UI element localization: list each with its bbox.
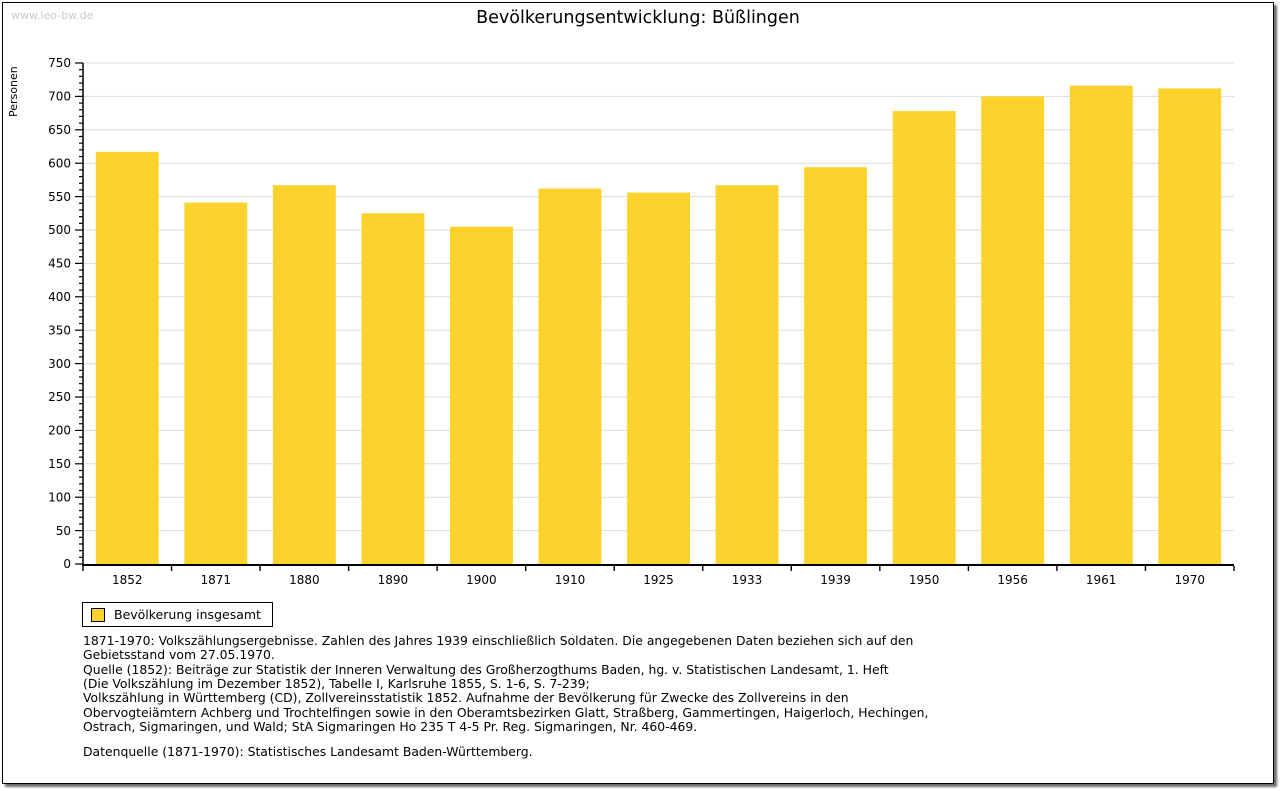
bar-1939 [804, 167, 867, 564]
x-tick-label: 1900 [466, 573, 497, 587]
bar-1852 [95, 151, 159, 565]
bar-1910 [538, 188, 602, 564]
bar-1950 [892, 111, 956, 564]
x-tick-label: 1970 [1174, 573, 1205, 587]
x-tick-label: 1852 [112, 573, 143, 587]
footer-note-line: Volkszählung in Württemberg (CD), Zollve… [83, 690, 849, 706]
bar-1890 [361, 213, 425, 565]
bar-1956 [981, 96, 1045, 565]
y-tick-label: 200 [48, 424, 71, 438]
bar-1970 [1158, 88, 1222, 565]
y-axis-title: Personen [7, 66, 20, 117]
y-tick-label: 150 [48, 457, 71, 471]
source-notes: 1871-1970: Volkszählungsergebnisse. Zahl… [83, 633, 1233, 735]
footer-note-line: (Die Volkszählung im Dezember 1852), Tab… [83, 676, 590, 692]
x-tick-label: 1950 [909, 573, 940, 587]
y-tick-label: 400 [48, 290, 71, 304]
x-tick-label: 1961 [1086, 573, 1117, 587]
footer-note-line: Obervogteiämtern Achberg und Trochtelfin… [83, 704, 929, 720]
bar-1880 [272, 185, 336, 564]
x-tick-label: 1890 [378, 573, 409, 587]
y-tick-label: 750 [48, 56, 71, 70]
x-tick-label: 1956 [997, 573, 1028, 587]
footer-notes: 1871-1970: Volkszählungsergebnisse. Zahl… [83, 633, 1233, 760]
y-tick-label: 50 [56, 524, 71, 538]
chart-canvas: 0 50 100 150 200 250 300 350 400 450 500 550 600 650 7… [7, 56, 1235, 587]
x-tick-label: 1925 [643, 573, 674, 587]
population-bar-chart: 0 50 100 150 200 250 300 350 400 450 500 550 600 650 7… [3, 51, 1273, 593]
leo-bw-watermark: www.leo-bw.de [11, 9, 94, 22]
bar-1871 [184, 202, 248, 564]
page-title: Bevölkerungsentwicklung: Büßlingen [476, 8, 800, 28]
bar-1925 [627, 192, 690, 564]
y-tick-label: 650 [48, 123, 71, 137]
bar-1933 [715, 185, 779, 564]
y-tick-label: 350 [48, 323, 71, 337]
y-tick-label: 250 [48, 390, 71, 404]
y-tick-label: 100 [48, 490, 71, 504]
x-tick-label: 1910 [555, 573, 586, 587]
footer-note-line: 1871-1970: Volkszählungsergebnisse. Zahl… [83, 633, 914, 648]
legend: Bevölkerung insgesamt [82, 602, 273, 627]
y-tick-label: 300 [48, 357, 71, 371]
y-tick-label: 600 [48, 156, 71, 170]
y-tick-label: 0 [63, 557, 71, 571]
bar-1900 [450, 226, 513, 564]
bar-1961 [1069, 85, 1133, 564]
y-tick-label: 700 [48, 90, 71, 104]
x-tick-label: 1880 [289, 573, 320, 587]
y-tick-label: 450 [48, 257, 71, 271]
x-tick-label: 1939 [820, 573, 851, 587]
footer-note-line: Gebietsstand vom 27.05.1970. [83, 647, 275, 663]
y-tick-label: 550 [48, 190, 71, 204]
footer-note-line: Quelle (1852): Beiträge zur Statistik de… [83, 661, 889, 677]
x-tick-label: 1871 [201, 573, 232, 587]
x-tick-label: 1933 [732, 573, 763, 587]
legend-swatch-icon [91, 607, 105, 622]
legend-label: Bevölkerung insgesamt [114, 607, 261, 622]
y-tick-label: 500 [48, 223, 71, 237]
datasource-note: Datenquelle (1871-1970): Statistisches L… [83, 744, 533, 760]
footer-note-line: Ostrach, Sigmaringen, und Wald; StA Sigm… [83, 719, 698, 735]
